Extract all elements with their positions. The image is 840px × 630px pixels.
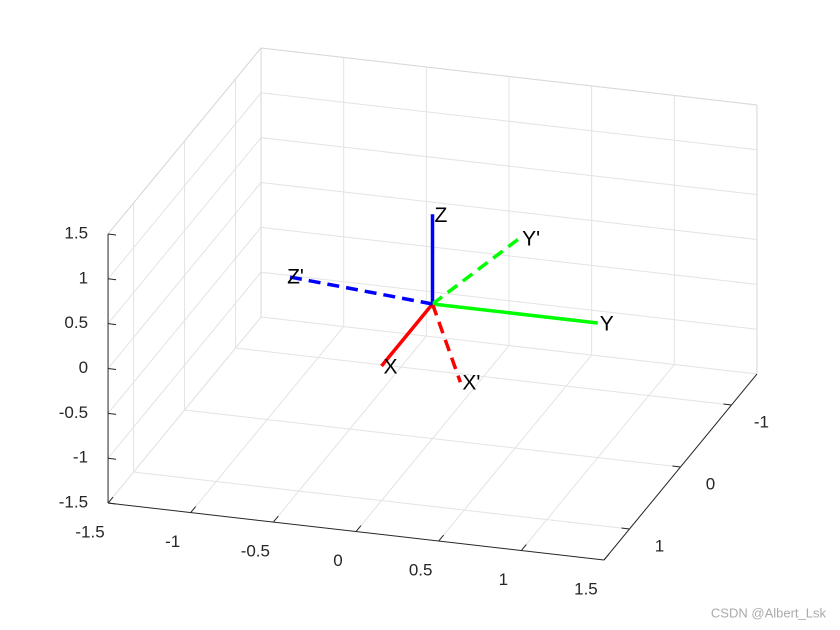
vector-label: Z' [287,266,304,289]
grid-line [107,137,262,324]
x-tick [672,465,681,468]
grid-line [184,409,681,468]
axis-vector [430,303,463,383]
y-tick-label: 1 [499,570,508,589]
z-tick-label: 0.5 [64,313,88,332]
x-tick [723,403,732,406]
grid-line [260,226,758,285]
z-tick [107,323,117,326]
grid-line [260,137,758,196]
grid-line [260,316,758,375]
grid-line [107,316,262,504]
grid-line [235,347,732,406]
grid-line [133,471,630,530]
y-tick-label: 1.5 [574,580,598,599]
axis-vector [432,302,598,325]
z-tick [107,502,117,505]
grid-line [260,92,758,151]
x-tick-label: 1 [655,537,664,556]
z-tick [107,278,117,281]
y-tick [438,534,445,542]
y-tick-label: -0.5 [241,542,270,561]
axis-vector [380,302,434,368]
vector-label: Y' [522,227,540,250]
z-tick-label: -1.5 [59,493,88,512]
y-tick [272,515,279,523]
y-tick [190,506,197,513]
x-tick [621,527,630,530]
y-tick-label: 0 [333,551,342,570]
y-tick [603,553,610,561]
vector-label: Y [600,313,614,336]
axis-vector [284,274,433,306]
watermark: CSDN @Albert_Lsk [711,605,827,620]
vector-label: X [384,356,398,379]
z-tick-label: -1 [73,448,88,467]
z-tick-label: 1.5 [64,223,88,242]
grid-line [107,182,262,369]
y-tick-label: -1.5 [75,523,104,542]
grid-line [107,271,262,459]
grid-line [260,271,758,330]
box-edge [260,47,758,106]
x-tick-label: -1 [754,413,769,432]
y-tick [107,496,114,504]
box-edge [107,47,262,235]
z-tick [107,368,117,370]
vector-label: X' [462,372,480,395]
grid-line [260,182,758,240]
grid-line [107,92,262,280]
x-tick-label: 0 [706,475,715,494]
z-tick-label: 1 [79,268,88,287]
vector-label: Z [435,204,448,227]
z-tick [107,233,117,236]
z-tick [107,412,117,415]
y-tick-label: -1 [165,532,180,551]
z-tick-label: 0 [79,358,88,377]
y-tick [520,544,527,551]
z-tick-label: -0.5 [59,403,88,422]
z-tick [107,457,117,460]
y-tick [355,525,362,532]
y-tick-label: 0.5 [409,561,433,580]
grid-line [107,227,262,414]
